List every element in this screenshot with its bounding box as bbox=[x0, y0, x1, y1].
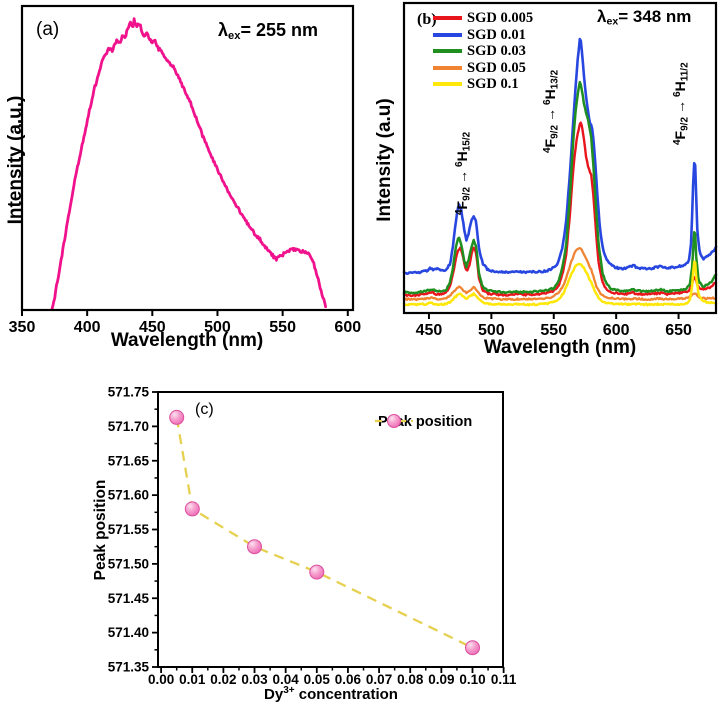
x-tick-label: 0.07 bbox=[366, 672, 392, 687]
x-tick-label: 350 bbox=[9, 319, 36, 336]
legend-item: SGD 0.005 bbox=[433, 10, 533, 27]
series-sgd-0-01 bbox=[402, 37, 718, 276]
series-sgd-0-05 bbox=[402, 246, 718, 302]
plot-border bbox=[402, 1, 718, 315]
y-tick-label: 571.50 bbox=[108, 556, 149, 571]
legend-label: SGD 0.01 bbox=[467, 26, 526, 43]
panel-b-legend: SGD 0.005 SGD 0.01 SGD 0.03 SGD 0.05 SGD 0.1 bbox=[433, 10, 533, 93]
y-tick-label: 571.65 bbox=[108, 453, 150, 468]
panel-a-label: (a) bbox=[36, 19, 60, 40]
x-tick-label: 550 bbox=[540, 322, 567, 339]
series-sgd-0-1 bbox=[402, 260, 718, 307]
series-sgd-0-03 bbox=[402, 80, 718, 295]
y-tick-label: 571.70 bbox=[108, 419, 149, 434]
y-tick-label: 571.60 bbox=[108, 488, 149, 503]
x-tick-label: 500 bbox=[478, 322, 505, 339]
data-point bbox=[169, 409, 185, 425]
arrow-icon: → bbox=[672, 99, 688, 114]
panel-a-plot: 350 400 450 500 550 600 bbox=[9, 4, 361, 336]
legend-item: SGD 0.03 bbox=[433, 43, 533, 60]
panel-c: 0.00 0.01 0.02 0.03 0.04 0.05 0.06 0.07 0.08 0.09… bbox=[85, 375, 520, 709]
x-tick-label: 400 bbox=[74, 319, 101, 336]
x-tick-label: 0.11 bbox=[491, 672, 517, 687]
lambda-subscript: ex bbox=[228, 29, 241, 42]
x-tick-label: 650 bbox=[665, 322, 692, 339]
legend-swatch bbox=[433, 16, 462, 21]
legend-item: SGD 0.1 bbox=[433, 76, 533, 93]
y-tick-label: 571.45 bbox=[108, 591, 150, 606]
panel-c-legend: Peak position bbox=[374, 413, 472, 431]
x-tick-label: 600 bbox=[334, 319, 361, 336]
panel-a: 350 400 450 500 550 600 (a) λex= 255 nm Inten… bbox=[0, 0, 361, 366]
y-tick-label: 571.55 bbox=[108, 522, 150, 537]
arrow-icon: → bbox=[454, 169, 470, 184]
panel-c-ylabel: Peak position bbox=[92, 479, 109, 581]
x-tick-label: 0.05 bbox=[304, 672, 331, 687]
x-tick-label: 0.08 bbox=[397, 672, 424, 687]
data-point bbox=[309, 564, 325, 580]
legend-swatch bbox=[433, 82, 462, 87]
transition-label-6H13-2: 4F9/2→6H13/2 bbox=[542, 69, 561, 153]
x-tick-label: 550 bbox=[269, 319, 296, 336]
excitation-value: = 348 nm bbox=[618, 7, 692, 26]
legend-marker-ball bbox=[387, 414, 401, 428]
panel-b-label: (b) bbox=[417, 11, 437, 28]
x-tick-label: 0.01 bbox=[179, 672, 206, 687]
legend-label: Peak position bbox=[378, 414, 473, 430]
x-tick-label: 500 bbox=[204, 319, 231, 336]
peak-position-legend-marker bbox=[375, 414, 413, 428]
legend-item: SGD 0.01 bbox=[433, 27, 533, 44]
panel-a-xlabel: Wavelength (nm) bbox=[110, 330, 264, 351]
transition-label-6H15-2: 4F9/2→6H15/2 bbox=[454, 131, 473, 215]
excitation-value: = 255 nm bbox=[240, 20, 318, 40]
y-tick-label: 571.35 bbox=[108, 660, 150, 675]
panel-a-ylabel: Intensity (a.u.) bbox=[5, 95, 26, 225]
panel-b-plot: 450 500 550 600 650 bbox=[402, 1, 718, 339]
legend-label: SGD 0.05 bbox=[467, 59, 526, 76]
data-point bbox=[247, 539, 262, 555]
legend-item: SGD 0.05 bbox=[433, 60, 533, 77]
data-point bbox=[184, 501, 200, 517]
arrow-icon: → bbox=[542, 107, 558, 122]
legend-swatch bbox=[433, 32, 462, 37]
x-tick-label: 0.00 bbox=[148, 672, 174, 687]
panel-c-plot: 0.00 0.01 0.02 0.03 0.04 0.05 0.06 0.07 0.08 0.09… bbox=[108, 385, 517, 687]
y-tick-label: 571.75 bbox=[108, 385, 150, 400]
panel-b-xlabel: Wavelength (nm) bbox=[483, 337, 637, 358]
panel-b-ylabel: Intensity (a.u) bbox=[374, 98, 395, 222]
x-tick-label: 600 bbox=[603, 322, 630, 339]
x-tick-label: 0.10 bbox=[459, 672, 485, 687]
lambda-subscript: ex bbox=[606, 15, 619, 28]
y-tick-label: 571.40 bbox=[108, 625, 149, 640]
panel-b-excitation: λex= 348 nm bbox=[597, 7, 691, 28]
x-tick-label: 0.09 bbox=[428, 672, 454, 687]
x-tick-label: 0.02 bbox=[210, 672, 236, 687]
x-tick-label: 0.06 bbox=[335, 672, 362, 687]
peak-position-line bbox=[175, 417, 474, 649]
data-point bbox=[465, 640, 480, 656]
plot-border bbox=[20, 4, 355, 312]
x-tick-label: 0.03 bbox=[241, 672, 268, 687]
plot-border bbox=[157, 391, 504, 668]
legend-label: SGD 0.03 bbox=[467, 43, 526, 59]
legend-label: SGD 0.005 bbox=[467, 10, 534, 26]
legend-swatch bbox=[433, 49, 462, 54]
panel-b: 450 500 550 600 650 (b) SGD 0.005 SGD 0.01 SGD… bbox=[358, 0, 718, 372]
panel-c-xlabel: Dy3+ concentration bbox=[264, 685, 398, 703]
x-tick-label: 450 bbox=[139, 319, 166, 336]
x-tick-label: 0.04 bbox=[273, 672, 300, 687]
series-sgd-0-005 bbox=[402, 121, 718, 298]
panel-a-excitation: λex= 255 nm bbox=[218, 20, 318, 42]
legend-swatch bbox=[433, 65, 462, 70]
legend-label: SGD 0.1 bbox=[467, 76, 519, 92]
series-pl-emission bbox=[50, 17, 328, 311]
lambda-symbol: λ bbox=[218, 20, 229, 40]
transition-label-6H11-2: 4F9/2→6H11/2 bbox=[672, 62, 691, 145]
x-tick-label: 450 bbox=[416, 322, 443, 339]
panel-c-label: (c) bbox=[195, 401, 214, 418]
lambda-symbol: λ bbox=[597, 7, 607, 26]
